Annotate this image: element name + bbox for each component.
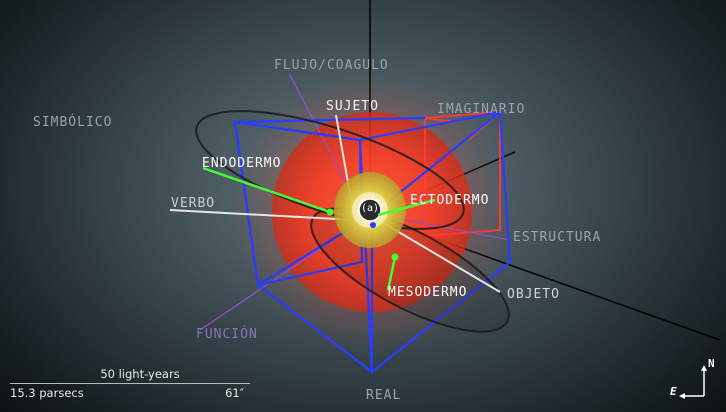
green-line-ectodermo: [377, 198, 436, 217]
label-endodermo: ENDODERMO: [202, 156, 282, 171]
center-marker: [358, 198, 382, 222]
compass-rose: N E: [670, 356, 716, 402]
label-estructura: ESTRUCTURA: [513, 230, 602, 245]
green-dot-mesodermo: [391, 253, 399, 261]
label-verbo: VERBO: [171, 196, 216, 211]
scale-light-years: 50 light-years: [100, 367, 180, 381]
label-funcion: FUNCIÓN: [196, 327, 258, 342]
label-flujo-coagulo: FLUJO/COAGULO: [274, 58, 389, 73]
compass-east: E: [670, 385, 677, 398]
scale-line: [10, 383, 250, 384]
scale-bottom-row: 15.3 parsecs 61″: [10, 386, 250, 400]
pointer-verbo: [169, 209, 356, 221]
label-mesodermo: MESODERMO: [388, 285, 468, 300]
compass-north: N: [708, 357, 715, 370]
scale-bar: 50 light-years 15.3 parsecs 61″: [10, 367, 250, 400]
label-objeto: OBJETO: [507, 287, 560, 302]
label-ectodermo: ECTODERMO: [410, 193, 490, 208]
label-real: REAL: [366, 388, 402, 403]
green-line-endodermo: [202, 166, 331, 214]
green-dot-endodermo: [326, 208, 334, 216]
green-line-mesodermo: [386, 256, 397, 291]
compass-arrows-icon: [679, 365, 707, 399]
scale-arcsec: 61″: [225, 386, 244, 400]
label-sujeto: SUJETO: [326, 99, 379, 114]
label-center: (a): [361, 203, 380, 214]
label-simbolico: SIMBÓLICO: [33, 115, 113, 130]
scale-parsecs: 15.3 parsecs: [10, 386, 84, 400]
orbit-ellipse-upper: [195, 110, 465, 230]
label-imaginario: IMAGINARIO: [437, 102, 526, 117]
blue-node: [370, 222, 376, 228]
